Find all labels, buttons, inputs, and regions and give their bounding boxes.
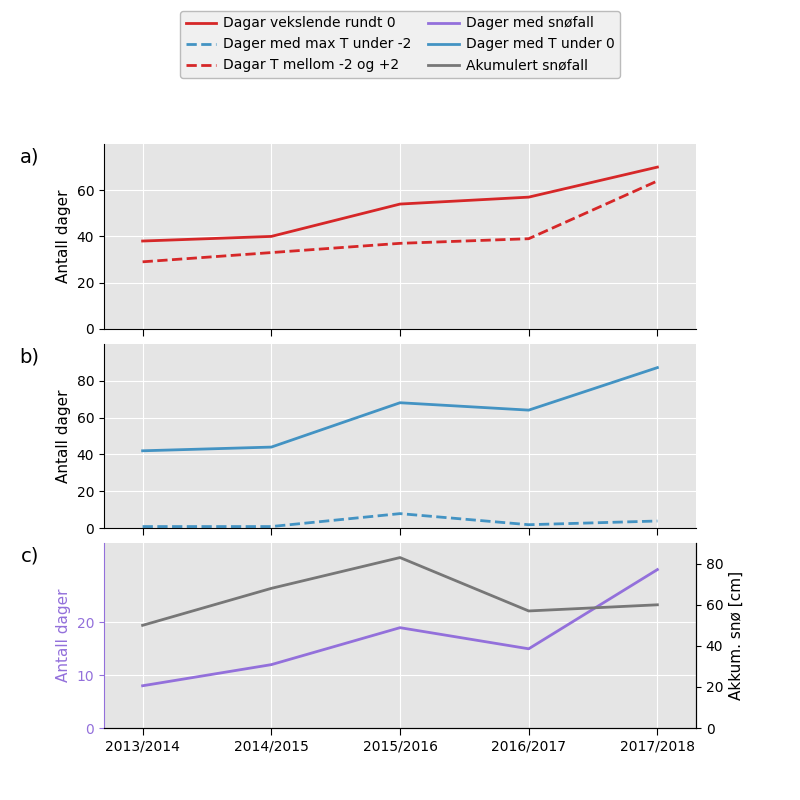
Legend: Dagar vekslende rundt 0, Dager med max T under -2, Dagar T mellom -2 og +2, Dage: Dagar vekslende rundt 0, Dager med max T… xyxy=(180,11,620,78)
Y-axis label: Antall dager: Antall dager xyxy=(56,390,71,482)
Y-axis label: Antall dager: Antall dager xyxy=(56,589,71,682)
Text: a): a) xyxy=(19,148,39,166)
Y-axis label: Akkum. snø [cm]: Akkum. snø [cm] xyxy=(729,571,744,700)
Y-axis label: Antall dager: Antall dager xyxy=(56,190,71,283)
Text: b): b) xyxy=(19,347,39,366)
Text: c): c) xyxy=(21,547,39,566)
